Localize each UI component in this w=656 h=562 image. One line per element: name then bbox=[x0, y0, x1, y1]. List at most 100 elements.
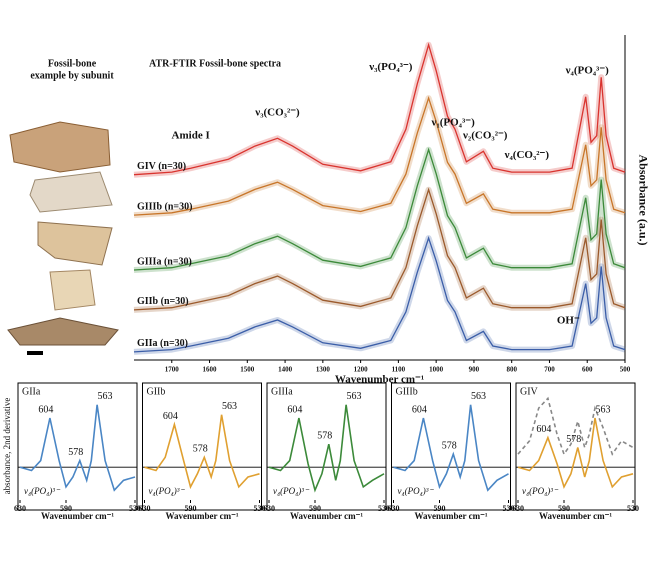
x-tick-label: 530 bbox=[503, 504, 515, 513]
x-tick-label: 630 bbox=[263, 504, 275, 513]
panel-title: GIV bbox=[520, 386, 539, 397]
x-tick-label: 590 bbox=[434, 504, 446, 513]
series-label: GIIIb (n=30) bbox=[137, 201, 192, 212]
x-tick-label: 1400 bbox=[278, 366, 293, 374]
peak-label: 578 bbox=[442, 440, 457, 451]
band-label: ν₄(PO₄)³⁻ bbox=[522, 486, 559, 496]
band-label: ν₄(PO₄)³⁻ bbox=[398, 486, 435, 496]
band-label: ν₄(PO₄)³⁻ bbox=[273, 486, 310, 496]
panel-y-label: absorbance, 2nd derivative bbox=[2, 398, 12, 495]
x-tick-label: 1200 bbox=[354, 366, 369, 374]
bone-photo bbox=[7, 317, 119, 346]
x-axis-label: Wavenumber cm⁻¹ bbox=[414, 511, 487, 521]
x-tick-label: 530 bbox=[254, 504, 266, 513]
x-tick-label: 590 bbox=[185, 504, 197, 513]
panel-frame bbox=[391, 382, 511, 511]
series-label: GIV (n=30) bbox=[137, 161, 186, 172]
annotation: ν₄(CO₃²⁻) bbox=[504, 149, 550, 161]
bone-photo bbox=[37, 221, 113, 266]
peak-label: 604 bbox=[412, 404, 427, 415]
x-axis-label: Wavenumber cm⁻¹ bbox=[41, 511, 114, 521]
annotation: ν₃(CO₃²⁻) bbox=[254, 107, 300, 119]
panel-title: GIIIa bbox=[271, 386, 293, 397]
spectrum-line bbox=[133, 236, 626, 353]
spectrum-line bbox=[517, 417, 634, 490]
band-label: ν₄(PO₄)³⁻ bbox=[24, 486, 61, 496]
annotation: ν₂(CO₃²⁻) bbox=[462, 129, 508, 141]
x-tick-label: 590 bbox=[60, 504, 72, 513]
peak-label: 563 bbox=[222, 401, 237, 412]
y-axis-label: Absorbance (a.u.) bbox=[636, 154, 650, 245]
side-title: Fossil-bone bbox=[48, 58, 97, 69]
x-axis-label: Wavenumber cm⁻¹ bbox=[335, 374, 424, 386]
spectrum-line bbox=[133, 95, 626, 216]
peak-label: 604 bbox=[163, 411, 178, 422]
peak-label: 578 bbox=[193, 444, 208, 455]
bone-photo bbox=[29, 171, 113, 213]
annotation: ν₄(PO₄³⁻) bbox=[565, 64, 610, 76]
x-tick-label: 1500 bbox=[240, 366, 255, 374]
peak-label: 578 bbox=[317, 431, 332, 442]
bone-photo bbox=[9, 121, 111, 173]
x-tick-label: 900 bbox=[469, 366, 480, 374]
x-tick-label: 590 bbox=[558, 504, 570, 513]
x-tick-label: 530 bbox=[627, 504, 639, 513]
x-axis-label: Wavenumber cm⁻¹ bbox=[165, 511, 238, 521]
x-tick-label: 800 bbox=[506, 366, 517, 374]
peak-label: 563 bbox=[471, 391, 486, 402]
panel-frame bbox=[266, 382, 387, 511]
panel-title: GIIb bbox=[147, 386, 166, 397]
x-tick-label: 600 bbox=[582, 366, 593, 374]
panel-frame bbox=[515, 382, 636, 511]
band-label: ν₄(PO₄)³⁻ bbox=[149, 486, 186, 496]
series-label: GIIIa (n=30) bbox=[137, 256, 192, 267]
bone-photo bbox=[49, 269, 96, 311]
peak-label: 578 bbox=[566, 434, 581, 445]
annotation: ν₃(PO₄³⁻) bbox=[368, 61, 413, 73]
spectrum-line bbox=[133, 42, 626, 176]
series-label: GIIa (n=30) bbox=[137, 338, 188, 349]
annotation: ν₁(PO₄³⁻) bbox=[431, 116, 476, 128]
spectrum-line bbox=[393, 404, 509, 492]
panel-frame bbox=[17, 382, 138, 511]
x-tick-label: 700 bbox=[544, 366, 555, 374]
spectrum-line bbox=[133, 187, 626, 311]
x-tick-label: 530 bbox=[378, 504, 390, 513]
x-tick-label: 1100 bbox=[392, 366, 406, 374]
side-title: example by subunit bbox=[30, 70, 114, 81]
spectrum-line bbox=[133, 147, 626, 271]
x-axis-label: Wavenumber cm⁻¹ bbox=[539, 511, 612, 521]
spectrum-line bbox=[19, 404, 136, 492]
peak-label: 604 bbox=[38, 404, 53, 415]
x-axis-label: Wavenumber cm⁻¹ bbox=[290, 511, 363, 521]
annotation: OH⁻ bbox=[557, 315, 580, 327]
peak-label: 563 bbox=[347, 391, 362, 402]
peak-label: 563 bbox=[596, 404, 611, 415]
peak-label: 604 bbox=[536, 424, 551, 435]
x-tick-label: 630 bbox=[139, 504, 151, 513]
peak-label: 563 bbox=[98, 391, 113, 402]
spectrum-line bbox=[517, 396, 634, 456]
chart-title: ATR-FTIR Fossil-bone spectra bbox=[149, 58, 281, 69]
panel-frame bbox=[142, 382, 262, 511]
annotation: Amide I bbox=[172, 129, 210, 141]
x-tick-label: 1700 bbox=[165, 366, 180, 374]
x-tick-label: 590 bbox=[309, 504, 321, 513]
panel-title: GIIIb bbox=[396, 386, 418, 397]
x-tick-label: 1000 bbox=[429, 366, 444, 374]
peak-label: 604 bbox=[287, 404, 302, 415]
spread-band bbox=[133, 95, 626, 219]
series-label: GIIb (n=30) bbox=[137, 296, 189, 307]
x-tick-label: 630 bbox=[512, 504, 524, 513]
spread-band bbox=[133, 235, 626, 355]
spectrum-line bbox=[144, 414, 260, 490]
x-tick-label: 530 bbox=[129, 504, 141, 513]
spectrum-line bbox=[268, 404, 385, 493]
scale-bar bbox=[27, 351, 43, 355]
x-tick-label: 500 bbox=[620, 366, 631, 374]
peak-label: 578 bbox=[68, 447, 83, 458]
x-tick-label: 630 bbox=[388, 504, 400, 513]
x-tick-label: 1300 bbox=[316, 366, 331, 374]
bone-photos bbox=[7, 121, 119, 355]
